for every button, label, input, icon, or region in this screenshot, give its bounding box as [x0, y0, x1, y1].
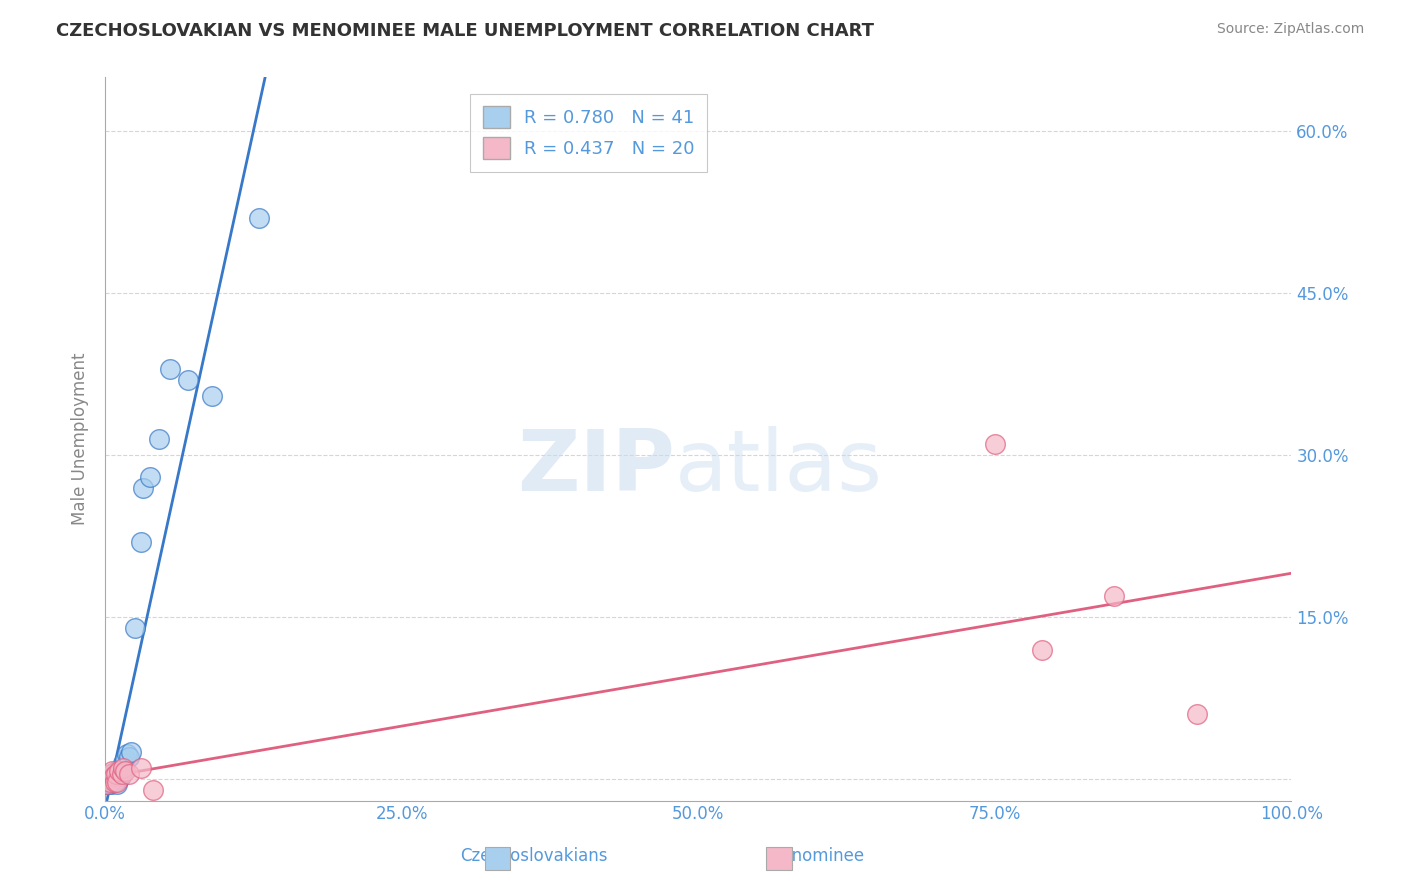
Point	[1031, 642, 1053, 657]
Point	[96, 777, 118, 791]
Point	[104, 772, 127, 786]
Text: Source: ZipAtlas.com: Source: ZipAtlas.com	[1216, 22, 1364, 37]
Point	[132, 481, 155, 495]
Point	[100, 766, 122, 780]
Point	[142, 782, 165, 797]
Point	[101, 769, 124, 783]
Point	[105, 766, 128, 780]
Point	[120, 745, 142, 759]
Point	[100, 769, 122, 783]
Point	[97, 772, 120, 786]
Point	[114, 764, 136, 779]
Point	[105, 777, 128, 791]
Point	[108, 764, 131, 779]
Point	[114, 751, 136, 765]
Point	[112, 756, 135, 770]
Point	[104, 766, 127, 780]
Point	[101, 775, 124, 789]
Text: Menominee: Menominee	[766, 847, 865, 865]
Point	[177, 373, 200, 387]
Point	[249, 211, 271, 225]
Point	[98, 772, 121, 786]
Point	[111, 761, 134, 775]
Point	[110, 769, 132, 783]
Point	[159, 362, 181, 376]
Point	[105, 769, 128, 783]
Point	[129, 534, 152, 549]
Point	[100, 777, 122, 791]
Point	[115, 747, 138, 762]
Point	[111, 766, 134, 780]
Point	[97, 772, 120, 786]
Point	[108, 766, 131, 780]
Text: Czechoslovakians: Czechoslovakians	[461, 847, 607, 865]
Point	[984, 437, 1007, 451]
Point	[97, 777, 120, 791]
Point	[104, 775, 127, 789]
Point	[104, 769, 127, 783]
Point	[107, 764, 129, 779]
Point	[129, 761, 152, 775]
Point	[111, 756, 134, 770]
Point	[1185, 707, 1208, 722]
Point	[1102, 589, 1125, 603]
Point	[111, 761, 134, 775]
Text: atlas: atlas	[675, 426, 883, 509]
Text: ZIP: ZIP	[517, 426, 675, 509]
Point	[97, 772, 120, 786]
Point	[118, 766, 141, 780]
Point	[105, 775, 128, 789]
Point	[108, 772, 131, 786]
Point	[100, 766, 122, 780]
Point	[103, 770, 125, 784]
Point	[101, 764, 124, 779]
Point	[98, 775, 121, 789]
Point	[124, 621, 146, 635]
Text: CZECHOSLOVAKIAN VS MENOMINEE MALE UNEMPLOYMENT CORRELATION CHART: CZECHOSLOVAKIAN VS MENOMINEE MALE UNEMPL…	[56, 22, 875, 40]
Point	[118, 750, 141, 764]
Point	[103, 769, 125, 783]
Y-axis label: Male Unemployment: Male Unemployment	[72, 352, 89, 525]
Point	[98, 769, 121, 783]
Point	[148, 432, 170, 446]
Point	[201, 389, 224, 403]
Point	[103, 775, 125, 789]
Legend: R = 0.780   N = 41, R = 0.437   N = 20: R = 0.780 N = 41, R = 0.437 N = 20	[470, 94, 707, 172]
Point	[110, 764, 132, 779]
Point	[96, 777, 118, 791]
Point	[139, 470, 162, 484]
Point	[104, 764, 127, 779]
Point	[104, 766, 127, 780]
